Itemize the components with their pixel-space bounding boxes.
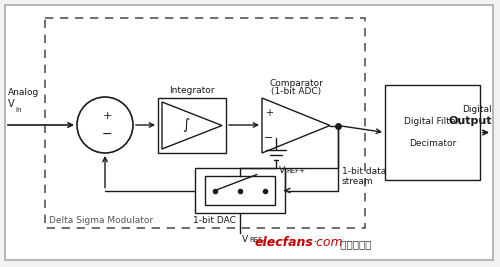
Text: V: V	[8, 99, 14, 109]
Text: elecfans: elecfans	[255, 236, 314, 249]
Text: Decimator: Decimator	[409, 139, 456, 148]
Text: REF-: REF-	[249, 237, 264, 243]
Text: Integrator: Integrator	[169, 86, 215, 95]
Text: in: in	[15, 107, 22, 113]
Text: Analog: Analog	[8, 88, 39, 97]
Text: Comparator: Comparator	[269, 79, 323, 88]
Bar	[158, 98, 226, 153]
Bar	[385, 85, 480, 180]
Bar	[45, 18, 365, 228]
Text: 电子发烧友: 电子发烧友	[337, 239, 372, 249]
Text: 1-bit DAC: 1-bit DAC	[193, 216, 236, 225]
Text: Delta Sigma Modulator: Delta Sigma Modulator	[49, 216, 153, 225]
Text: (1-bit ADC): (1-bit ADC)	[271, 87, 321, 96]
Text: stream: stream	[342, 178, 374, 187]
Text: Digital Filter,: Digital Filter,	[404, 117, 462, 125]
Text: REF+: REF+	[286, 168, 305, 174]
Text: Output: Output	[448, 116, 492, 127]
Text: −: −	[264, 133, 274, 143]
Text: 1-bit data: 1-bit data	[342, 167, 386, 176]
Text: +: +	[265, 108, 273, 118]
Text: ·com: ·com	[313, 236, 344, 249]
Bar	[195, 168, 285, 213]
Text: Digital: Digital	[462, 105, 492, 115]
Text: V: V	[242, 235, 248, 244]
Text: ∫: ∫	[182, 119, 190, 132]
Text: V: V	[279, 166, 285, 175]
Text: −: −	[102, 128, 112, 140]
Text: +: +	[102, 111, 112, 121]
